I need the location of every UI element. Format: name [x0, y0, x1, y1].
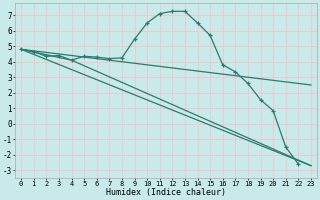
- X-axis label: Humidex (Indice chaleur): Humidex (Indice chaleur): [106, 188, 226, 197]
